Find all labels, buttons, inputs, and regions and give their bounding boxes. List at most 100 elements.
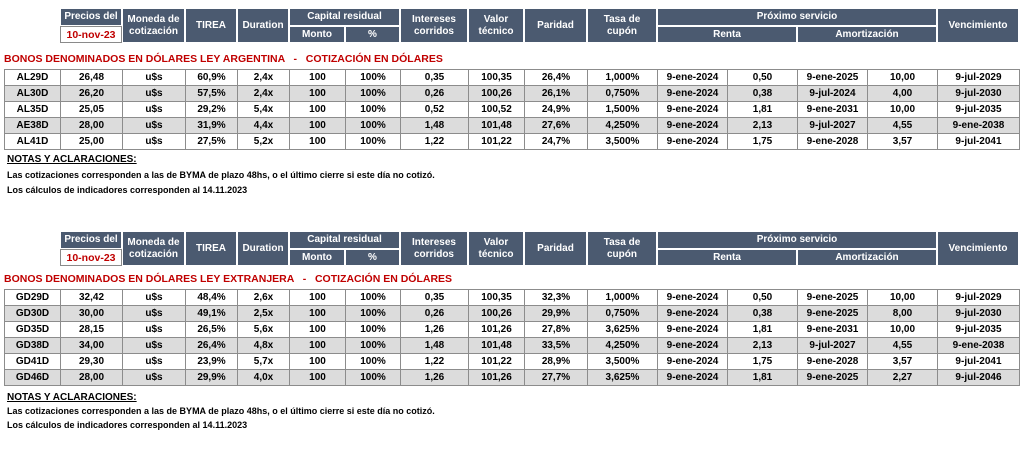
cell-valor-tecnico: 100,35	[468, 69, 525, 86]
cell-renta-fecha: 9-ene-2024	[657, 85, 728, 102]
cell-tirea: 29,9%	[185, 369, 238, 386]
cell-monto: 100	[289, 369, 346, 386]
cell-pct: 100%	[345, 353, 401, 370]
cell-price: 32,42	[60, 289, 123, 306]
cell-tasa-cupon: 3,625%	[587, 321, 658, 338]
cell-pct: 100%	[345, 69, 401, 86]
bond-table-ley-argentina: Precios del 10-nov-23 Moneda de cotizaci…	[0, 0, 1024, 200]
cell-vencimiento: 9-jul-2046	[937, 369, 1020, 386]
cell-price: 28,00	[60, 369, 123, 386]
header-renta: Renta	[657, 26, 797, 43]
header-amortizacion: Amortización	[797, 249, 937, 266]
cell-tirea: 48,4%	[185, 289, 238, 306]
cell-tirea: 23,9%	[185, 353, 238, 370]
cell-amort-monto: 3,57	[867, 133, 938, 150]
cell-pct: 100%	[345, 289, 401, 306]
notes-title: NOTAS Y ACLARACIONES:	[7, 154, 137, 165]
cell-price: 29,30	[60, 353, 123, 370]
cell-amort-fecha: 9-ene-2031	[797, 321, 868, 338]
cell-tasa-cupon: 3,500%	[587, 133, 658, 150]
cell-price: 28,15	[60, 321, 123, 338]
header-pct: %	[345, 249, 400, 266]
table-row: GD41D 29,30 u$s 23,9% 5,7x 100 100% 1,22 101,22 2…	[4, 353, 1020, 370]
cell-bond-ticker: AL41D	[4, 133, 61, 150]
cell-currency: u$s	[122, 353, 186, 370]
cell-duration: 2,4x	[237, 85, 290, 102]
table-row: AL35D 25,05 u$s 29,2% 5,4x 100 100% 0,52 100,52 2…	[4, 101, 1020, 118]
cell-pct: 100%	[345, 117, 401, 134]
cell-bond-ticker: GD46D	[4, 369, 61, 386]
cell-price: 28,00	[60, 117, 123, 134]
cell-duration: 5,2x	[237, 133, 290, 150]
cell-tasa-cupon: 1,500%	[587, 101, 658, 118]
cell-duration: 5,7x	[237, 353, 290, 370]
cell-amort-fecha: 9-ene-2028	[797, 353, 868, 370]
header-vencimiento: Vencimiento	[937, 8, 1019, 43]
header-tasa: Tasa de cupón	[587, 8, 657, 43]
cell-monto: 100	[289, 85, 346, 102]
header-date: 10-nov-23	[60, 26, 122, 43]
header-renta: Renta	[657, 249, 797, 266]
note-line: Las cotizaciones corresponden a las de B…	[7, 406, 435, 416]
cell-currency: u$s	[122, 117, 186, 134]
header-monto: Monto	[289, 26, 345, 43]
table-row: AL29D 26,48 u$s 60,9% 2,4x 100 100% 0,35 100,35 2…	[4, 69, 1020, 86]
table-row: GD46D 28,00 u$s 29,9% 4,0x 100 100% 1,26 101,26 2…	[4, 369, 1020, 386]
cell-duration: 2,6x	[237, 289, 290, 306]
cell-renta-fecha: 9-ene-2024	[657, 337, 728, 354]
cell-vencimiento: 9-jul-2030	[937, 85, 1020, 102]
cell-pct: 100%	[345, 337, 401, 354]
cell-renta-fecha: 9-ene-2024	[657, 305, 728, 322]
cell-monto: 100	[289, 337, 346, 354]
header-tasa: Tasa de cupón	[587, 231, 657, 266]
cell-vencimiento: 9-ene-2038	[937, 337, 1020, 354]
cell-amort-fecha: 9-ene-2028	[797, 133, 868, 150]
cell-vencimiento: 9-jul-2041	[937, 353, 1020, 370]
cell-price: 25,00	[60, 133, 123, 150]
table-row: AE38D 28,00 u$s 31,9% 4,4x 100 100% 1,48 101,48 2…	[4, 117, 1020, 134]
cell-monto: 100	[289, 101, 346, 118]
cell-monto: 100	[289, 117, 346, 134]
notes-title: NOTAS Y ACLARACIONES:	[7, 392, 137, 403]
cell-tirea: 26,5%	[185, 321, 238, 338]
cell-price: 26,48	[60, 69, 123, 86]
section-title: BONOS DENOMINADOS EN DÓLARES LEY EXTRANJ…	[4, 273, 453, 285]
cell-renta-fecha: 9-ene-2024	[657, 133, 728, 150]
note-line: Los cálculos de indicadores corresponden…	[7, 185, 248, 195]
cell-renta-fecha: 9-ene-2024	[657, 69, 728, 86]
cell-amort-monto: 4,55	[867, 337, 938, 354]
cell-valor-tecnico: 100,52	[468, 101, 525, 118]
cell-vencimiento: 9-jul-2030	[937, 305, 1020, 322]
cell-bond-ticker: AL35D	[4, 101, 61, 118]
cell-paridad: 24,7%	[524, 133, 588, 150]
cell-renta-fecha: 9-ene-2024	[657, 321, 728, 338]
header-tirea: TIREA	[185, 8, 237, 43]
cell-tirea: 29,2%	[185, 101, 238, 118]
cell-intereses: 1,48	[400, 337, 469, 354]
cell-currency: u$s	[122, 369, 186, 386]
table-row: GD30D 30,00 u$s 49,1% 2,5x 100 100% 0,26 100,26 2…	[4, 305, 1020, 322]
cell-tasa-cupon: 0,750%	[587, 305, 658, 322]
cell-renta-monto: 2,13	[727, 337, 798, 354]
cell-amort-monto: 8,00	[867, 305, 938, 322]
cell-amort-fecha: 9-ene-2025	[797, 369, 868, 386]
cell-monto: 100	[289, 321, 346, 338]
header-proximo-servicio: Próximo servicio	[657, 8, 937, 26]
cell-renta-fecha: 9-ene-2024	[657, 353, 728, 370]
cell-intereses: 1,26	[400, 321, 469, 338]
cell-paridad: 29,9%	[524, 305, 588, 322]
cell-valor-tecnico: 101,26	[468, 321, 525, 338]
cell-currency: u$s	[122, 69, 186, 86]
cell-currency: u$s	[122, 337, 186, 354]
cell-amort-monto: 3,57	[867, 353, 938, 370]
cell-currency: u$s	[122, 133, 186, 150]
cell-valor-tecnico: 100,35	[468, 289, 525, 306]
header-precios-del: Precios del	[60, 8, 122, 26]
cell-renta-fecha: 9-ene-2024	[657, 289, 728, 306]
header-moneda: Moneda de cotización	[122, 8, 185, 43]
cell-valor-tecnico: 101,22	[468, 353, 525, 370]
header-duration: Duration	[237, 231, 289, 266]
section-title: BONOS DENOMINADOS EN DÓLARES LEY ARGENTI…	[4, 53, 443, 65]
cell-bond-ticker: GD30D	[4, 305, 61, 322]
